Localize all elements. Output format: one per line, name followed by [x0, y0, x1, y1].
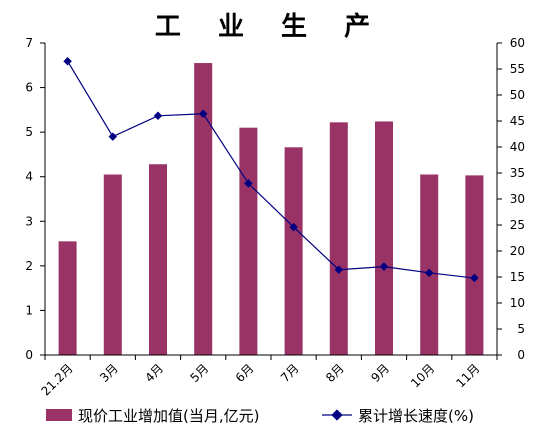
x-tick-label: 3月 — [97, 361, 121, 385]
y-tick-label-right: 50 — [510, 88, 525, 102]
line-point — [198, 109, 208, 118]
y-tick-label-right: 25 — [510, 218, 525, 232]
line-point — [289, 222, 298, 232]
bar — [194, 63, 213, 356]
y-tick-label-right: 60 — [510, 36, 525, 50]
legend-label-bar: 现价工业增加值(当月,亿元) — [78, 406, 260, 425]
x-tick-label: 21.2月 — [38, 361, 75, 398]
y-tick-label-right: 55 — [510, 62, 525, 76]
bar — [375, 121, 393, 356]
bar — [239, 127, 258, 355]
legend-swatch-line — [322, 409, 352, 421]
y-tick-label-left: 7 — [25, 36, 33, 50]
y-tick-label-left: 0 — [25, 348, 33, 362]
line-point — [470, 273, 479, 283]
y-tick-label-left: 3 — [25, 214, 33, 228]
line-point — [334, 265, 344, 274]
y-tick-label-right: 5 — [517, 322, 525, 336]
line-series — [67, 60, 475, 279]
y-tick-label-left: 4 — [25, 170, 33, 184]
bar — [284, 147, 303, 355]
y-tick-label-left: 2 — [25, 259, 33, 273]
line-point — [244, 179, 253, 188]
y-tick-label-right: 20 — [510, 244, 525, 258]
line-point — [63, 56, 72, 66]
y-tick-label-left: 6 — [25, 81, 33, 95]
x-tick-label: 5月 — [188, 361, 212, 385]
bar — [465, 175, 484, 355]
legend-swatch-bar — [46, 409, 72, 421]
line-point — [424, 268, 434, 278]
x-tick-label: 8月 — [323, 361, 347, 385]
bar — [420, 174, 439, 355]
legend-label-line: 累计增长速度(%) — [358, 406, 474, 425]
x-tick-label: 7月 — [278, 361, 302, 385]
legend: 现价工业增加值(当月,亿元) 累计增长速度(%) — [0, 402, 539, 428]
y-tick-label-right: 40 — [510, 140, 525, 154]
y-tick-label-right: 30 — [510, 192, 525, 206]
bar — [329, 122, 348, 355]
bar — [149, 164, 167, 355]
y-tick-label-right: 15 — [510, 270, 525, 284]
line-point — [153, 111, 163, 121]
bar — [58, 241, 77, 355]
chart-title: 工 业 生 产 — [154, 12, 385, 42]
x-tick-label: 6月 — [233, 361, 257, 385]
y-tick-label-left: 5 — [25, 125, 33, 139]
x-tick-label: 11月 — [453, 361, 482, 390]
line-point — [379, 262, 389, 271]
bar — [103, 174, 122, 355]
x-tick-label: 10月 — [408, 361, 437, 390]
y-tick-label-right: 10 — [510, 296, 525, 310]
y-tick-label-right: 0 — [517, 348, 525, 362]
legend-item-bar-series: 现价工业增加值(当月,亿元) — [46, 402, 259, 428]
y-tick-label-left: 1 — [25, 303, 33, 317]
y-tick-label-right: 35 — [510, 166, 525, 180]
legend-item-line-series: 累计增长速度(%) — [322, 402, 474, 428]
x-tick-label: 9月 — [368, 361, 392, 385]
line-point — [108, 132, 118, 141]
y-tick-label-right: 45 — [510, 114, 525, 128]
x-tick-label: 4月 — [142, 361, 166, 385]
